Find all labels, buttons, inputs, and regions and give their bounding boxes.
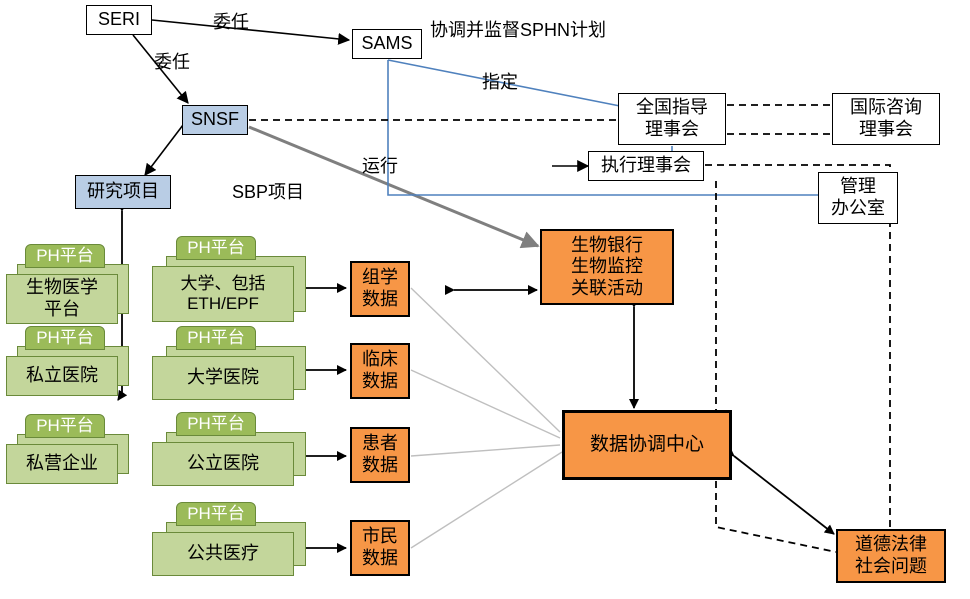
ph-tab-label: PH平台 xyxy=(187,327,245,349)
ph-tab-label: PH平台 xyxy=(187,413,245,435)
green-card-biomed: 生物医学 平台 xyxy=(6,274,118,324)
edge-label-4: 运行 xyxy=(362,152,398,178)
node-label: 组学 数据 xyxy=(362,267,398,310)
green-card-label: 公立医院 xyxy=(187,453,259,475)
green-card-label: 私立医院 xyxy=(26,365,98,387)
node-label: SAMS xyxy=(361,33,412,55)
green-card-pubmed: 公共医疗 xyxy=(152,532,294,576)
green-card-pubhosp: 公立医院 xyxy=(152,442,294,486)
green-card-label: 公共医疗 xyxy=(187,543,259,565)
node-label: 研究项目 xyxy=(87,181,159,203)
ph-tab-5: PH平台 xyxy=(176,412,256,436)
ph-tab-label: PH平台 xyxy=(187,237,245,259)
node-label: 临床 数据 xyxy=(362,349,398,392)
ph-tab-3: PH平台 xyxy=(176,236,256,260)
node-label: SNSF xyxy=(191,109,239,131)
node-snsf: SNSF xyxy=(182,105,248,135)
node-patient: 患者 数据 xyxy=(350,427,410,483)
ph-tab-label: PH平台 xyxy=(187,503,245,525)
node-clinical: 临床 数据 xyxy=(350,343,410,399)
green-card-priv: 私立医院 xyxy=(6,356,118,396)
node-label: 生物银行 生物监控 关联活动 xyxy=(571,235,643,300)
ph-tab-label: PH平台 xyxy=(36,327,94,349)
node-citizen: 市民 数据 xyxy=(350,520,410,576)
node-natsc: 全国指导 理事会 xyxy=(618,93,726,145)
edge-label-1: 委任 xyxy=(154,48,190,74)
node-bio: 生物银行 生物监控 关联活动 xyxy=(540,229,674,305)
ph-tab-label: PH平台 xyxy=(36,415,94,437)
node-omics: 组学 数据 xyxy=(350,261,410,317)
green-card-label: 大学医院 xyxy=(187,367,259,389)
ph-tab-6: PH平台 xyxy=(176,502,256,526)
node-sams: SAMS xyxy=(352,29,422,59)
node-mgmt: 管理 办公室 xyxy=(818,172,898,224)
edge-label-5: SBP项目 xyxy=(232,178,304,204)
green-card-ent: 私营企业 xyxy=(6,444,118,484)
green-card-label: 大学、包括 ETH/EPF xyxy=(181,274,266,315)
node-label: 国际咨询 理事会 xyxy=(850,97,922,140)
ph-tab-2: PH平台 xyxy=(25,414,105,438)
node-exec: 执行理事会 xyxy=(588,151,704,181)
node-intadv: 国际咨询 理事会 xyxy=(832,93,940,145)
node-label: 市民 数据 xyxy=(362,526,398,569)
node-label: 患者 数据 xyxy=(362,433,398,476)
node-seri: SERI xyxy=(86,5,152,35)
node-label: 执行理事会 xyxy=(601,155,691,177)
edge-label-0: 委任 xyxy=(213,8,249,34)
node-label: 管理 办公室 xyxy=(831,176,885,219)
green-card-label: 私营企业 xyxy=(26,453,98,475)
ph-tab-4: PH平台 xyxy=(176,326,256,350)
edge-label-2: 协调并监督SPHN计划 xyxy=(430,16,606,42)
node-label: SERI xyxy=(98,9,140,31)
green-card-label: 生物医学 平台 xyxy=(26,277,98,320)
node-label: 全国指导 理事会 xyxy=(636,97,708,140)
node-research: 研究项目 xyxy=(75,175,171,209)
edge-label-3: 指定 xyxy=(482,68,518,94)
green-card-unihosp: 大学医院 xyxy=(152,356,294,400)
node-label: 数据协调中心 xyxy=(590,434,704,457)
node-label: 道德法律 社会问题 xyxy=(855,534,927,577)
ph-tab-0: PH平台 xyxy=(25,244,105,268)
green-card-uni: 大学、包括 ETH/EPF xyxy=(152,266,294,322)
ph-tab-label: PH平台 xyxy=(36,245,94,267)
node-ethics: 道德法律 社会问题 xyxy=(836,529,946,583)
node-dcc: 数据协调中心 xyxy=(562,410,732,480)
ph-tab-1: PH平台 xyxy=(25,326,105,350)
